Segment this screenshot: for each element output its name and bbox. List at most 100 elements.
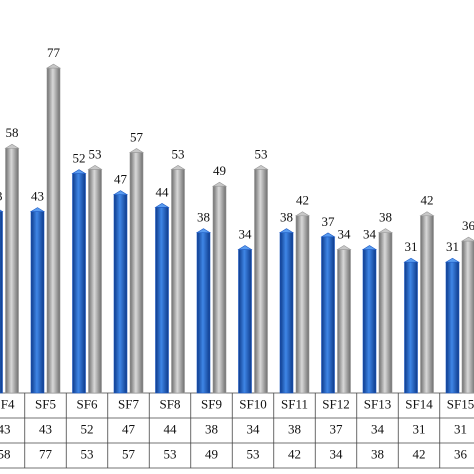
value-label: 38 — [379, 210, 392, 225]
bar — [420, 215, 434, 394]
bar — [0, 211, 3, 394]
bar-cap — [211, 181, 228, 187]
x-tick-label: SF13 — [364, 396, 391, 411]
x-tick-label: SF4 — [0, 396, 15, 411]
value-label: 53 — [255, 146, 268, 161]
table-value: 34 — [247, 421, 261, 436]
bar-cap — [419, 211, 435, 217]
table-value: 31 — [454, 421, 467, 436]
table-value: 43 — [0, 421, 11, 436]
bar-cap — [128, 148, 145, 153]
bar-cap — [112, 190, 129, 195]
x-tick-label: SF8 — [160, 396, 181, 411]
table-value: 47 — [122, 421, 136, 436]
bar — [5, 147, 19, 394]
bar — [196, 232, 211, 394]
table-value: 49 — [205, 446, 218, 461]
bar-cap — [170, 164, 186, 170]
value-label: 42 — [421, 193, 434, 208]
value-label: 34 — [363, 227, 377, 242]
bar-cap — [154, 202, 170, 208]
bar — [238, 249, 252, 394]
value-label: 58 — [6, 125, 19, 140]
bar — [113, 194, 128, 394]
bar-cap — [361, 245, 378, 250]
table-value: 34 — [371, 421, 385, 436]
value-label: 36 — [462, 218, 474, 233]
x-tick-label: SF6 — [77, 396, 98, 411]
x-tick-label: SF15 — [447, 396, 474, 411]
bar — [404, 261, 418, 394]
bar — [461, 240, 474, 394]
table-value: 53 — [247, 446, 260, 461]
bar-cap — [0, 209, 4, 212]
table-value: 38 — [371, 446, 384, 461]
value-label: 52 — [73, 151, 86, 166]
table-value: 58 — [0, 446, 11, 461]
bar — [254, 169, 268, 394]
x-tick-label: SF9 — [201, 396, 222, 411]
bar-cap — [4, 143, 20, 149]
bar — [279, 232, 294, 394]
bar — [212, 185, 227, 394]
value-label: 53 — [89, 146, 102, 161]
x-tick-label: SF10 — [239, 396, 266, 411]
bar-cap — [29, 207, 46, 212]
value-label: 34 — [239, 227, 253, 242]
value-label: 42 — [296, 193, 309, 208]
bar-cap — [45, 63, 62, 69]
bar — [445, 261, 460, 394]
bar-cap — [444, 257, 461, 263]
value-label: 43 — [0, 189, 3, 204]
table-value: 42 — [413, 446, 426, 461]
bar-cap — [278, 228, 295, 233]
bar-cap — [320, 232, 336, 238]
bar — [321, 236, 335, 394]
bar-cap — [403, 257, 419, 263]
value-label: 53 — [172, 146, 185, 161]
bar — [295, 215, 310, 394]
table-value: 31 — [413, 421, 426, 436]
bar — [337, 249, 351, 394]
x-tick-label: SF7 — [118, 396, 139, 411]
x-tick-label: SF5 — [35, 396, 56, 411]
table-value: 36 — [454, 446, 468, 461]
bar-cap — [253, 164, 269, 170]
table-value: 42 — [288, 446, 301, 461]
x-tick-label: SF14 — [405, 396, 433, 411]
value-label: 44 — [156, 184, 170, 199]
table-value: 57 — [122, 446, 136, 461]
value-label: 38 — [280, 210, 293, 225]
x-tick-label: SF12 — [322, 396, 349, 411]
table-value: 77 — [39, 446, 53, 461]
bar — [171, 169, 185, 394]
bar-cap — [87, 164, 103, 170]
bar — [46, 67, 61, 394]
bar-cap — [377, 228, 394, 233]
table-value: 34 — [330, 446, 344, 461]
table-value: 37 — [330, 421, 344, 436]
table-value: 38 — [205, 421, 218, 436]
value-label: 31 — [405, 239, 418, 254]
table-value: 38 — [288, 421, 301, 436]
value-label: 49 — [213, 163, 226, 178]
bar — [30, 211, 45, 394]
table-value: 52 — [81, 421, 94, 436]
value-label: 31 — [446, 239, 459, 254]
bar — [155, 207, 169, 394]
table-value: 43 — [39, 421, 52, 436]
bar-cap — [195, 228, 212, 233]
value-label: 38 — [197, 210, 210, 225]
table-value: 53 — [164, 446, 177, 461]
value-label: 43 — [31, 189, 44, 204]
bar-cap — [294, 211, 311, 217]
value-label: 34 — [338, 227, 352, 242]
bar — [72, 173, 86, 394]
bar — [129, 152, 144, 394]
value-label: 57 — [130, 129, 144, 144]
bar — [378, 232, 393, 394]
value-label: 77 — [47, 45, 61, 60]
bar — [362, 249, 377, 394]
value-label: 37 — [322, 214, 336, 229]
